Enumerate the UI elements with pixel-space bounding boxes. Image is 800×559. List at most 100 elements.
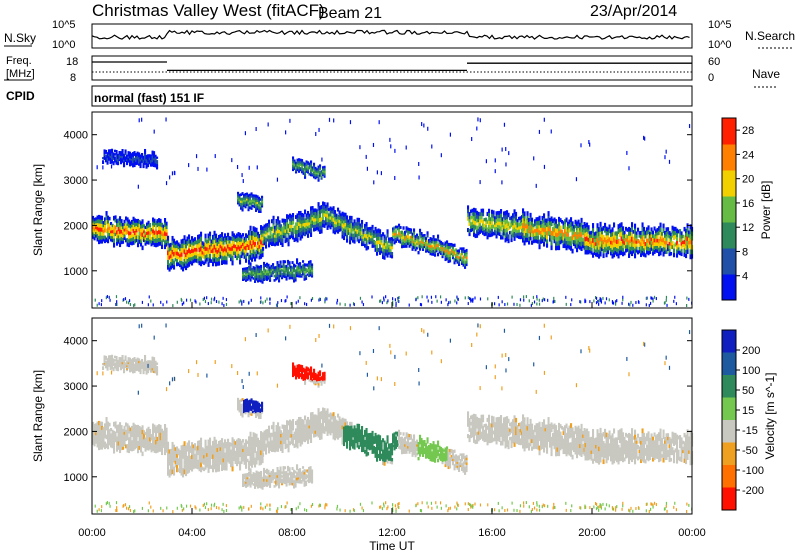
power-echo-cell bbox=[391, 255, 393, 258]
power-noise-speckle bbox=[251, 299, 252, 302]
power-noise-speckle bbox=[417, 296, 418, 299]
power-noise-speckle bbox=[458, 298, 459, 301]
power-echo-cell bbox=[491, 221, 493, 225]
power-echo-cell bbox=[166, 222, 168, 226]
velocity-echo-cell bbox=[349, 446, 351, 450]
power-echo-cell bbox=[482, 212, 484, 216]
power-echo-cell bbox=[215, 234, 217, 239]
power-noise-speckle bbox=[99, 302, 100, 305]
velocity-echo-cell bbox=[107, 445, 109, 449]
power-noise-speckle bbox=[304, 302, 305, 305]
power-noise-speckle bbox=[239, 300, 240, 303]
power-noise-speckle bbox=[428, 299, 429, 302]
velocity-echo-cell bbox=[358, 424, 360, 428]
power-echo-cell bbox=[508, 213, 510, 218]
power-noise-speckle bbox=[371, 295, 372, 298]
power-echo-cell bbox=[384, 256, 386, 260]
power-echo-cell bbox=[634, 224, 636, 229]
velocity-echo-cell bbox=[166, 438, 168, 442]
power-noise-speckle bbox=[240, 299, 241, 302]
freq-tick-low: 8 bbox=[70, 72, 76, 84]
power-echo-cell bbox=[466, 249, 468, 252]
power-noise-speckle bbox=[381, 171, 382, 175]
power-echo-cell bbox=[676, 237, 678, 241]
power-echo-cell bbox=[318, 202, 320, 206]
power-noise-speckle bbox=[269, 298, 270, 301]
velocity-echo-cell bbox=[273, 422, 275, 426]
power-echo-cell bbox=[367, 246, 369, 249]
power-echo-cell bbox=[660, 227, 662, 232]
power-echo-cell bbox=[181, 257, 183, 261]
power-echo-cell bbox=[622, 226, 624, 230]
power-noise-speckle bbox=[526, 295, 527, 298]
power-echo-cell bbox=[334, 210, 336, 214]
power-noise-speckle bbox=[566, 303, 567, 306]
power-echo-cell bbox=[232, 256, 234, 261]
power-echo-cell bbox=[291, 225, 293, 229]
power-noise-speckle bbox=[621, 302, 622, 305]
power-noise-speckle bbox=[349, 304, 350, 307]
power-echo-cell bbox=[387, 229, 389, 233]
velocity-echo-cell bbox=[142, 452, 144, 457]
power-noise-speckle bbox=[600, 297, 601, 300]
power-echo-cell bbox=[324, 166, 326, 168]
power-noise-speckle bbox=[553, 297, 554, 300]
power-noise-speckle bbox=[183, 301, 184, 304]
power-echo-cell bbox=[548, 211, 550, 216]
power-echo-cell bbox=[419, 229, 421, 232]
power-echo-cell bbox=[273, 220, 275, 224]
power-echo-cell bbox=[166, 225, 168, 229]
power-noise-speckle bbox=[576, 177, 577, 181]
power-echo-cell bbox=[673, 248, 675, 253]
power-echo-cell bbox=[685, 254, 687, 258]
power-noise-speckle bbox=[188, 163, 189, 167]
power-echo-cell bbox=[379, 229, 381, 233]
power-echo-cell bbox=[634, 253, 636, 258]
power-noise-speckle bbox=[141, 118, 142, 122]
power-noise-speckle bbox=[277, 178, 278, 182]
velocity-echo-cell bbox=[268, 426, 270, 430]
velocity-echo-cell bbox=[282, 449, 284, 453]
power-echo-cell bbox=[311, 263, 313, 265]
power-echo-cell bbox=[265, 245, 267, 249]
power-echo-cell bbox=[600, 222, 602, 227]
power-echo-cell bbox=[376, 244, 378, 248]
power-noise-speckle bbox=[629, 303, 630, 306]
power-noise-speckle bbox=[441, 301, 442, 304]
power-echo-cell bbox=[391, 243, 393, 246]
power-noise-speckle bbox=[268, 122, 269, 126]
power-echo-cell bbox=[376, 252, 378, 256]
power-noise-speckle bbox=[380, 299, 381, 302]
power-noise-speckle bbox=[646, 297, 647, 300]
power-noise-speckle bbox=[606, 297, 607, 300]
power-noise-speckle bbox=[265, 300, 266, 303]
power-echo-cell bbox=[528, 241, 530, 245]
noise-search-label: N.Search bbox=[745, 29, 795, 43]
cpid-label: CPID bbox=[6, 89, 35, 103]
power-echo-cell bbox=[518, 229, 520, 232]
power-echo-cell bbox=[488, 213, 490, 217]
power-echo-cell bbox=[433, 235, 435, 238]
power-noise-speckle bbox=[361, 301, 362, 304]
power-colorbar-label: Power [dB] bbox=[759, 181, 773, 240]
power-noise-speckle bbox=[284, 300, 285, 303]
power-noise-speckle bbox=[480, 297, 481, 300]
power-noise-speckle bbox=[480, 180, 481, 184]
power-echo-cell bbox=[400, 226, 402, 229]
power-noise-speckle bbox=[398, 296, 399, 299]
velocity-echo-cell bbox=[265, 451, 267, 455]
power-echo-cell bbox=[122, 240, 124, 243]
power-noise-speckle bbox=[277, 301, 278, 304]
power-noise-speckle bbox=[580, 143, 581, 147]
power-echo-cell bbox=[349, 240, 351, 244]
power-echo-cell bbox=[113, 238, 115, 243]
velocity-echo-cell bbox=[221, 438, 223, 443]
power-noise-speckle bbox=[468, 296, 469, 299]
velocity-echo-cell bbox=[346, 441, 348, 445]
velocity-echo-cell bbox=[173, 471, 175, 476]
velocity-echo-cell bbox=[104, 431, 106, 435]
power-noise-speckle bbox=[649, 304, 650, 307]
power-noise-speckle bbox=[523, 295, 524, 298]
power-noise-speckle bbox=[243, 179, 244, 183]
